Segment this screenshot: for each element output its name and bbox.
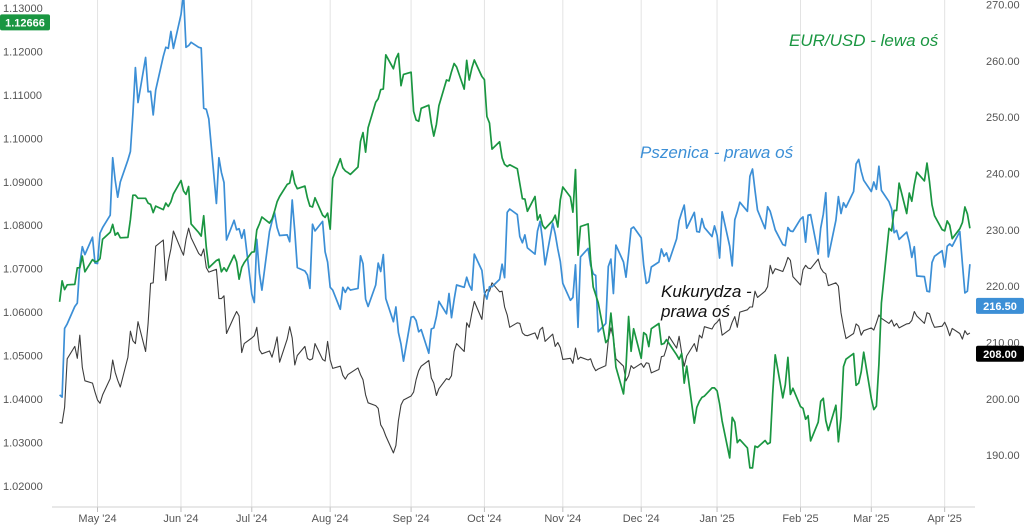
- wheat-last-value-badge: 216.50: [976, 297, 1024, 314]
- x-tick-label: Jan '25: [699, 513, 734, 525]
- x-tick-label: Dec '24: [623, 513, 660, 525]
- right-tick-label: 200.00: [986, 394, 1020, 406]
- eurusd-last-value-badge: 1.12666: [0, 14, 50, 31]
- badge-label: 216.50: [983, 301, 1017, 313]
- annotation-wheat: Pszenica - prawa oś: [640, 143, 794, 162]
- badge-label: 1.12666: [5, 17, 45, 29]
- left-tick-label: 1.06000: [3, 307, 43, 319]
- annotation-eurusd: EUR/USD - lewa oś: [789, 31, 939, 50]
- right-tick-label: 230.00: [986, 225, 1020, 237]
- x-tick-label: Feb '25: [782, 513, 818, 525]
- right-tick-label: 260.00: [986, 56, 1020, 68]
- badge-background: [976, 345, 1024, 362]
- annotation-corn-line2: prawa oś: [660, 302, 730, 321]
- left-tick-label: 1.04000: [3, 394, 43, 406]
- left-tick-label: 1.07000: [3, 264, 43, 276]
- x-tick-label: Aug '24: [312, 513, 349, 525]
- x-tick-label: Apr '25: [927, 513, 962, 525]
- annotations: EUR/USD - lewa oś Pszenica - prawa oś Ku…: [640, 31, 939, 321]
- corn-line: [59, 227, 971, 454]
- right-tick-label: 220.00: [986, 281, 1020, 293]
- left-tick-label: 1.13000: [3, 3, 43, 15]
- x-axis: May '24 Jun '24 Jul '24 Aug '24 Sep '24 Oct '…: [52, 506, 975, 525]
- x-tick-label: Oct '24: [467, 513, 502, 525]
- last-value-badges: 1.12666 216.50 208.00: [0, 14, 1024, 362]
- x-tick-label: Mar '25: [853, 513, 889, 525]
- left-tick-label: 1.05000: [3, 351, 43, 363]
- left-tick-label: 1.03000: [3, 438, 43, 450]
- badge-background: [0, 14, 50, 31]
- right-tick-label: 250.00: [986, 112, 1020, 124]
- right-axis: 190.00200.00210.00220.00230.00240.00250.…: [986, 0, 1020, 462]
- left-axis: 1.02000 1.03000 1.04000 1.05000 1.06000 1.070…: [3, 3, 43, 493]
- x-tick-label: May '24: [78, 513, 116, 525]
- x-tick-label: Jul '24: [236, 513, 267, 525]
- left-tick-label: 1.02000: [3, 481, 43, 493]
- wheat-line: [59, 0, 971, 398]
- right-tick-label: 240.00: [986, 169, 1020, 181]
- right-tick-label: 190.00: [986, 450, 1020, 462]
- badge-label: 208.00: [983, 349, 1017, 361]
- x-tick-label: Jun '24: [163, 513, 198, 525]
- badge-background: [976, 297, 1024, 314]
- annotation-corn-line1: Kukurydza -: [661, 282, 752, 301]
- left-tick-label: 1.12000: [3, 46, 43, 58]
- series-lines: [58, 0, 971, 469]
- left-tick-label: 1.08000: [3, 220, 43, 232]
- corn-last-value-badge: 208.00: [976, 345, 1024, 362]
- eurusd-line: [58, 52, 971, 469]
- right-tick-label: 270.00: [986, 0, 1020, 12]
- left-tick-label: 1.09000: [3, 177, 43, 189]
- x-tick-label: Sep '24: [393, 513, 430, 525]
- left-tick-label: 1.11000: [3, 90, 42, 102]
- left-tick-label: 1.10000: [3, 133, 43, 145]
- x-tick-label: Nov '24: [544, 513, 581, 525]
